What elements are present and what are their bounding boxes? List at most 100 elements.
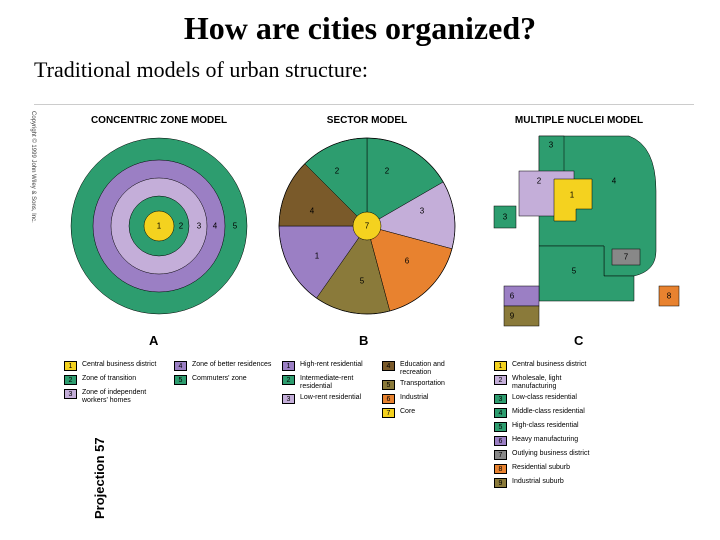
legend-item: 5Transportation [382,380,477,390]
svg-text:2: 2 [179,222,184,231]
model-c-title: MULTIPLE NUCLEI MODEL [494,115,664,126]
svg-text:6: 6 [510,292,515,301]
legend-item: 3 Low-class residential [494,394,684,404]
legend-item: 4 Education and recreation [382,361,477,376]
legend-text: Residential suburb [512,464,570,472]
legend-swatch: 6 [382,394,395,404]
svg-text:3: 3 [549,141,554,150]
svg-text:7: 7 [624,253,629,262]
legend-text: Central business district [82,361,156,369]
legend-text: Commuters' zone [192,375,247,383]
svg-text:6: 6 [405,257,410,266]
legend-text: Low-rent residential [300,394,361,402]
legend-text: Intermediate-rent residential [300,375,382,390]
legend-text: Wholesale, light manufacturing [512,375,602,390]
copyright-text: Copyright © 1999 John Wiley & Sons, Inc. [30,111,36,223]
svg-text:2: 2 [335,167,340,176]
diagram-c: 4 3 3 2 1 5 6 9 7 8 [484,131,684,331]
svg-text:9: 9 [510,312,515,321]
legend-swatch: 5 [494,422,507,432]
legend-text: Education and recreation [400,361,477,376]
legend-swatch: 2 [494,375,507,385]
legend-text: Core [400,408,415,416]
svg-text:2: 2 [537,177,542,186]
legend-swatch: 2 [64,375,77,385]
legend-swatch: 3 [494,394,507,404]
legend-item: 1 Central business district [494,361,684,371]
svg-text:5: 5 [233,222,238,231]
legend-text: Low-class residential [512,394,577,402]
legend-swatch: 9 [494,478,507,488]
legend-c: 1 Central business district 2 Wholesale, li… [494,361,684,492]
legend-b: 1 High-rent residential 2 Intermediate-rent… [282,361,482,422]
legend-text: High-class residential [512,422,579,430]
projection-label: Projection 57 [92,437,107,519]
legend-text: High-rent residential [300,361,363,369]
label-a: A [149,333,158,348]
legend-item: 5Commuters' zone [174,375,279,385]
page-subtitle: Traditional models of urban structure: [0,47,720,83]
svg-text:4: 4 [310,207,315,216]
legend-text: Middle-class residential [512,408,585,416]
page-title: How are cities organized? [0,0,720,47]
legend-item: 3 Zone of independent workers' homes [64,389,174,404]
svg-text:4: 4 [213,222,218,231]
legend-text: Central business district [512,361,586,369]
svg-text:3: 3 [197,222,202,231]
legend-item: 3 Low-rent residential [282,394,382,404]
legend-item: 8 Residential suburb [494,464,684,474]
legend-swatch: 1 [64,361,77,371]
legend-text: Zone of independent workers' homes [82,389,172,404]
legend-item: 6 Industrial [382,394,477,404]
legend-item: 4 Zone of better residences [174,361,279,371]
legend-item: 7 Core [382,408,477,418]
legend-swatch: 3 [282,394,295,404]
legend-text: Industrial suburb [512,478,564,486]
legend-item: 5 High-class residential [494,422,684,432]
svg-text:1: 1 [315,252,320,261]
legend-item: 2 Zone of transition [64,375,174,385]
diagram-a: 1 2 3 4 5 [64,131,254,321]
legend-swatch: 8 [494,464,507,474]
label-b: B [359,333,368,348]
svg-text:5: 5 [360,277,365,286]
legend-swatch: 5 [382,380,395,390]
legend-text: Zone of better residences [192,361,271,369]
legend-a: 1 Central business district 2 Zone of trans… [64,361,284,408]
legend-swatch: 4 [174,361,187,371]
svg-text:8: 8 [667,292,672,301]
legend-swatch: 1 [282,361,295,371]
legend-swatch: 4 [382,361,395,371]
label-c: C [574,333,583,348]
legend-item: 1 High-rent residential [282,361,382,371]
model-a-title: CONCENTRIC ZONE MODEL [74,115,244,126]
legend-item: 9 Industrial suburb [494,478,684,488]
legend-swatch: 1 [494,361,507,371]
svg-text:2: 2 [385,167,390,176]
legend-swatch: 3 [64,389,77,399]
svg-text:3: 3 [503,213,508,222]
legend-item: 6 Heavy manufacturing [494,436,684,446]
legend-swatch: 7 [494,450,507,460]
legend-item: 4 Middle-class residential [494,408,684,418]
svg-text:4: 4 [612,177,617,186]
figure-panel: Copyright © 1999 John Wiley & Sons, Inc.… [34,104,694,504]
legend-item: 2 Wholesale, light manufacturing [494,375,684,390]
legend-swatch: 4 [494,408,507,418]
legend-text: Industrial [400,394,428,402]
svg-text:1: 1 [570,191,575,200]
legend-item: 2 Intermediate-rent residential [282,375,382,390]
model-b-title: SECTOR MODEL [292,115,442,126]
svg-text:5: 5 [572,267,577,276]
legend-text: Zone of transition [82,375,136,383]
legend-item: 1 Central business district [64,361,174,371]
legend-text: Heavy manufacturing [512,436,578,444]
legend-swatch: 2 [282,375,295,385]
legend-swatch: 6 [494,436,507,446]
legend-item: 7Outlying business district [494,450,684,460]
svg-text:1: 1 [157,222,162,231]
diagram-b: 7 2 3 6 5 1 4 2 [272,131,462,321]
svg-text:3: 3 [420,207,425,216]
legend-swatch: 7 [382,408,395,418]
svg-text:7: 7 [365,222,370,231]
